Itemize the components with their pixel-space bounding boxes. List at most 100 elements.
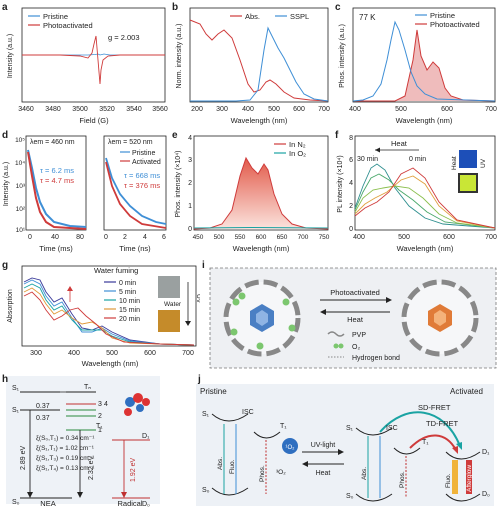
td-fret-label: TD-FRET xyxy=(426,419,458,428)
y-tick: 2 xyxy=(188,180,192,187)
x-tick: 40 xyxy=(51,234,59,241)
x-tick: 3500 xyxy=(72,106,88,113)
energy-t1-s0: 2.32 eV xyxy=(88,456,95,480)
y-tick: 4 xyxy=(349,180,353,187)
level-d0: D₀ xyxy=(142,501,150,508)
legend-activated: Activated xyxy=(132,159,161,166)
lambda-em-left: λem = 460 nm xyxy=(30,139,75,146)
x-tick: 400 xyxy=(68,350,80,357)
panel-f: f Heat 30 min 0 min Heat UV 0 2 4 6 8 40… xyxy=(333,128,500,258)
y-tick: 6 xyxy=(349,157,353,164)
panel-h: h S₁ S₁ S₀ Tₙ T₁ D₁ D₀ 3 4 2 1 xyxy=(0,370,166,509)
nea-label: NEA xyxy=(40,499,55,508)
abs-curve xyxy=(189,19,329,102)
energy-s1-s0: 2.89 eV xyxy=(20,446,27,470)
epr-photoactivated-curve xyxy=(22,35,165,85)
n2-fill xyxy=(194,158,328,229)
panel-letter: e xyxy=(172,130,178,141)
legend-pvp: PVP xyxy=(352,332,366,339)
x-axis-label: Field (G) xyxy=(79,116,109,125)
legend-pristine: Pristine xyxy=(43,12,68,21)
level-d1: D₁ xyxy=(142,433,150,440)
photoactivated-fill xyxy=(353,30,495,101)
x-tick: 3520 xyxy=(99,106,115,113)
x-axis-label: Wavelength (nm) xyxy=(82,359,139,368)
pl-curve xyxy=(354,175,496,229)
heat-label: Heat xyxy=(391,139,408,148)
level-t1: T₁ xyxy=(96,423,103,430)
x-tick: 400 xyxy=(242,106,254,113)
tau-activated-left: τ = 4.7 ms xyxy=(40,176,74,185)
sd-fret-label: SD-FRET xyxy=(418,403,451,412)
x-axis-label: Wavelength (nm) xyxy=(231,116,288,125)
x-tick: 3540 xyxy=(126,106,142,113)
x-tick: 650 xyxy=(277,234,288,241)
inset-uv-label: UV xyxy=(195,294,200,304)
x-tick: 700 xyxy=(318,106,330,113)
y-tick: 2 xyxy=(349,203,353,210)
soc-s1-t3: ξ(S₁,T₃) = 0.19 cm⁻¹ xyxy=(36,455,95,462)
legend-5min: 5 min xyxy=(119,289,136,296)
n2-curve xyxy=(193,156,329,230)
inset-film-uv xyxy=(158,276,180,298)
d0-label: D₀ xyxy=(482,491,490,498)
panel-i: i Photoactivated Heat PVP xyxy=(200,258,500,370)
t1-left: T₁ xyxy=(280,423,287,430)
y-axis-label: Phos. intensity (a.u.) xyxy=(339,24,346,88)
y-tick: 10¹ xyxy=(16,227,26,234)
legend-n2: In N₂ xyxy=(289,140,306,149)
fluo-right: Fluo. xyxy=(445,473,452,488)
y-tick: 3 xyxy=(188,157,192,164)
decay-pristine-left xyxy=(27,149,87,228)
legend-0min: 0 min xyxy=(119,280,136,287)
time-end-label: 0 min xyxy=(409,156,426,163)
inset-blue-film xyxy=(459,150,477,168)
x-tick: 500 xyxy=(268,106,280,113)
x-axis-label-right: Time (ns) xyxy=(119,244,151,253)
y-tick: 0 xyxy=(349,226,353,233)
legend-hbond: Hydrogen bond xyxy=(352,355,400,362)
x-tick: 600 xyxy=(443,234,455,241)
soc-s0-t1: ξ(S₀,T₁) = 0.34 cm⁻¹ xyxy=(36,435,95,442)
activated-title: Activated xyxy=(450,387,483,396)
singlet-oxygen-label: ¹O₂ xyxy=(286,445,296,451)
decay-plots: λem = 460 nm λem = 520 nm τ = 6.2 ms τ =… xyxy=(3,135,167,253)
y-tick: 4 xyxy=(188,135,192,142)
s1-right: S₁ xyxy=(346,425,354,432)
x-tick: 600 xyxy=(144,350,156,357)
x-tick: 600 xyxy=(256,234,267,241)
tau-pristine-left: τ = 6.2 ms xyxy=(40,166,74,175)
radical-label: Radical xyxy=(117,499,142,508)
panel-c: c 77 K Pristine Photoactivated 400 500 6… xyxy=(333,0,500,128)
y-tick: 8 xyxy=(349,135,353,142)
soc-s1-t1: ξ(S₁,T₁) = 1.02 cm⁻¹ xyxy=(36,445,95,452)
inset-film-water xyxy=(158,310,180,332)
x-tick: 500 xyxy=(395,106,407,113)
x-tick: 500 xyxy=(398,234,410,241)
x-tick: 450 xyxy=(193,234,204,241)
jablonski-diagram: Pristine S₁ S₀ ISC T₁ Abs. Fluo. Phos. ¹… xyxy=(196,384,494,506)
x-axis-label-left: Time (ms) xyxy=(39,244,73,253)
panel-letter: d xyxy=(2,130,9,141)
y-tick: 10³ xyxy=(16,183,26,190)
x-tick: 80 xyxy=(76,234,84,241)
y-axis-label: Intensity (a.u.) xyxy=(7,34,14,78)
time-start-label: 30 min xyxy=(357,156,378,163)
triplet-oxygen-label: ³O₂ xyxy=(276,469,286,476)
abs-left: Abs. xyxy=(217,457,224,470)
panel-letter: g xyxy=(2,260,9,271)
x-tick: 200 xyxy=(191,106,203,113)
pl-heat-plot: Heat 30 min 0 min Heat UV 0 2 4 6 8 400 … xyxy=(337,135,497,253)
decay-activated-left xyxy=(27,151,87,230)
singlet-oxygen-icon xyxy=(282,438,298,454)
panel-letter: j xyxy=(198,374,201,385)
heat-label: Heat xyxy=(316,470,331,477)
panel-letter: a xyxy=(2,2,8,13)
panel-j: j Pristine S₁ S₀ ISC T₁ Abs. Fluo. Phos.… xyxy=(166,370,500,509)
abs-sspl-plot: Abs. SSPL 200 300 400 500 600 700 Wavele… xyxy=(176,7,330,125)
y-axis-label: Absorption xyxy=(7,289,14,323)
afterglow-bar xyxy=(466,460,472,494)
level-s1-upper: S₁ xyxy=(12,385,20,392)
photoactivated-curve xyxy=(353,29,496,102)
phos-right: Phos. xyxy=(399,471,406,488)
